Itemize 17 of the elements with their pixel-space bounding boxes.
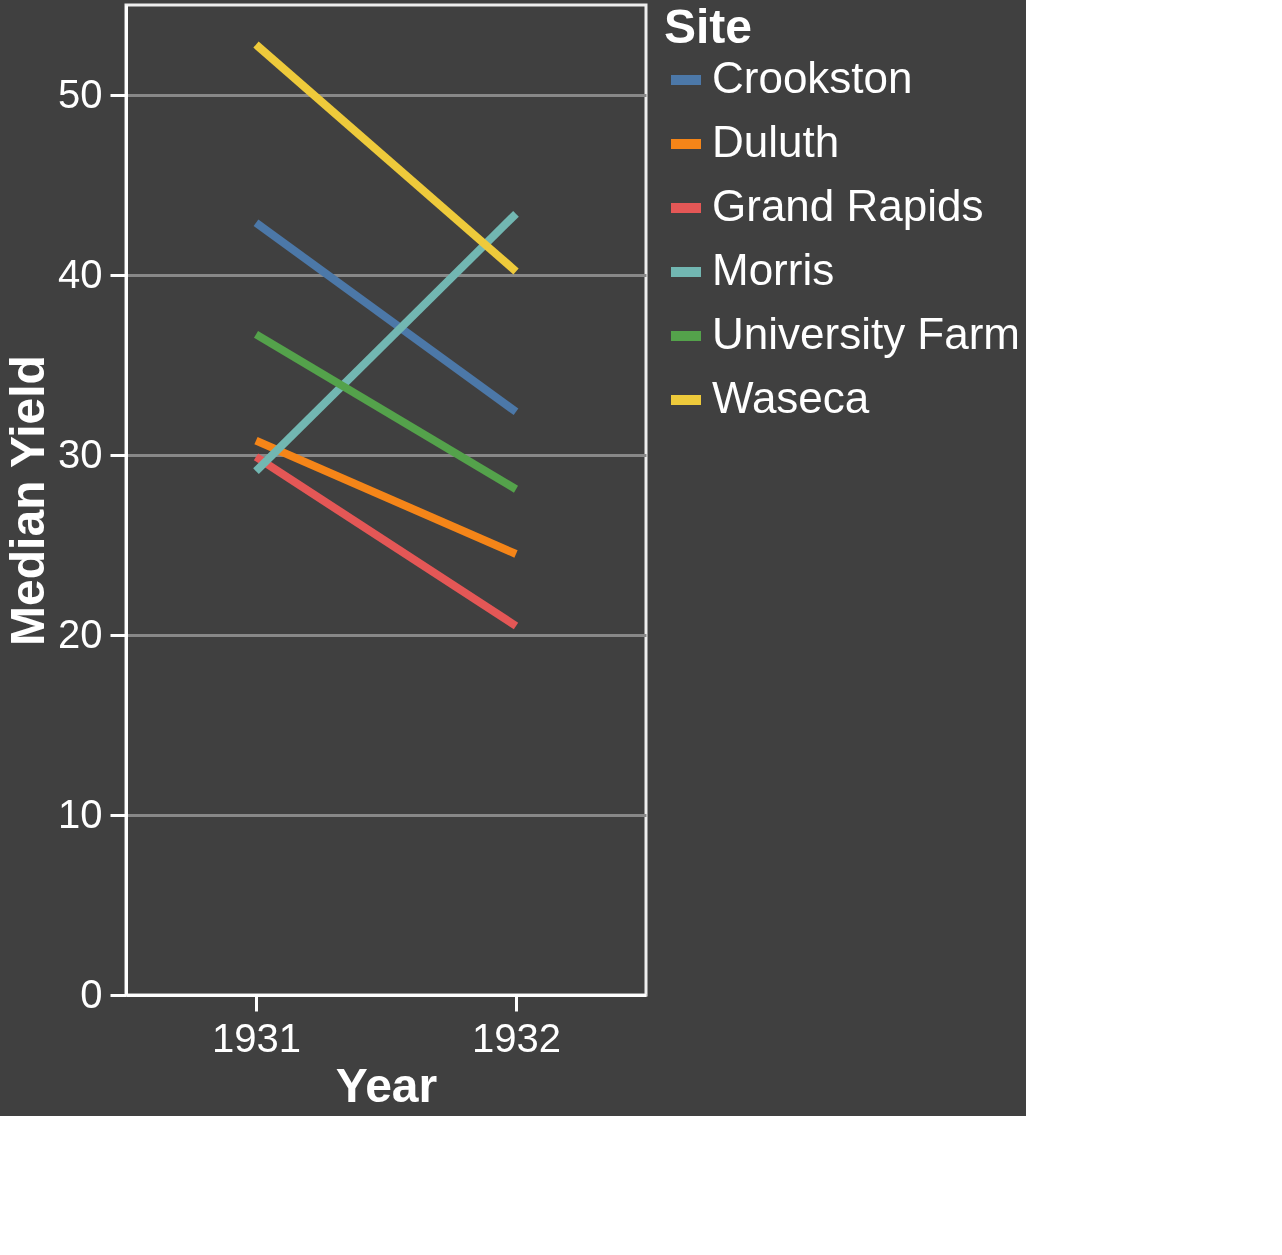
legend-label: Duluth — [712, 117, 840, 166]
y-tick-label: 20 — [58, 611, 103, 656]
legend-label: Grand Rapids — [712, 181, 984, 230]
y-tick-label: 40 — [58, 251, 103, 296]
legend-label: Crookston — [712, 53, 913, 102]
x-tick-label: 1931 — [212, 1015, 301, 1060]
y-tick-label: 30 — [58, 431, 103, 476]
legend-title: Site — [664, 0, 753, 53]
y-tick-label: 50 — [58, 71, 103, 116]
y-tick-label: 0 — [80, 971, 103, 1016]
y-axis-title: Median Yield — [1, 355, 55, 646]
legend-label: Waseca — [712, 373, 870, 422]
x-axis-title: Year — [335, 1058, 438, 1112]
x-tick-label: 1932 — [472, 1015, 561, 1060]
legend-label: University Farm — [712, 309, 1021, 358]
y-tick-label: 10 — [58, 791, 103, 836]
legend-label: Morris — [712, 245, 835, 294]
